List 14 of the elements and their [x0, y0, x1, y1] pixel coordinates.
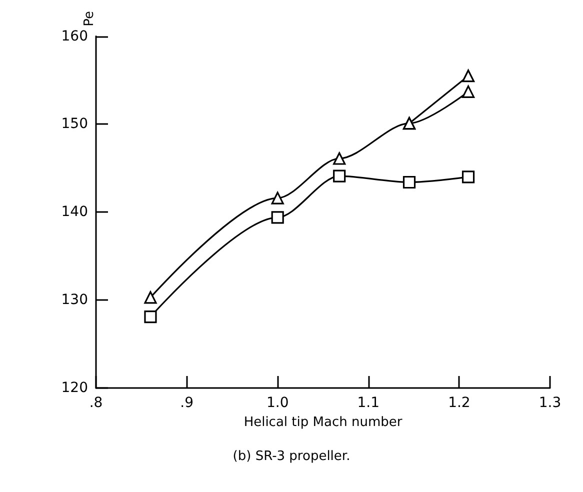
x-tick-label: .9 — [180, 395, 194, 411]
x-axis-title: Helical tip Mach number — [244, 415, 403, 430]
x-tick-label: 1.0 — [266, 395, 289, 411]
y-tick-label: 160 — [61, 28, 88, 44]
x-tick-label: 1.2 — [448, 395, 470, 411]
x-tick-label: .8 — [89, 395, 103, 411]
y-tick-label: 150 — [61, 116, 88, 132]
y-axis-title: Pe — [82, 11, 97, 26]
y-tick-label: 130 — [61, 292, 88, 308]
x-tick-label: 1.1 — [357, 395, 380, 411]
y-tick-label: 120 — [61, 380, 88, 396]
x-tick-label: 1.3 — [538, 395, 562, 411]
text: (b) SR-3 propeller. — [232, 449, 350, 464]
y-tick-label: 140 — [61, 204, 88, 220]
